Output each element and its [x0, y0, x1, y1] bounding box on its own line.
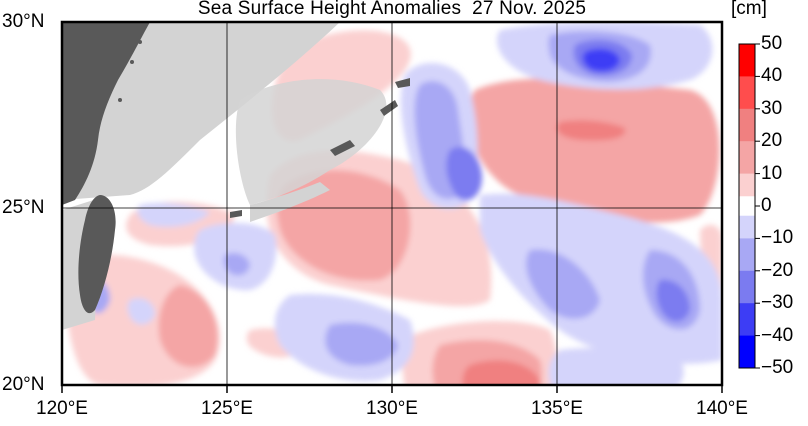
- lat-label-20n: 20°N: [2, 374, 45, 395]
- colorbar-label: −50: [761, 357, 794, 378]
- colorbar-label: −30: [761, 292, 794, 314]
- land-dark: [62, 22, 410, 314]
- colorbar-band: [739, 270, 755, 304]
- map-title: Sea Surface Height Anomalies 27 Nov. 202…: [197, 0, 587, 19]
- colorbar-band: [739, 44, 755, 77]
- lon-label-140e: 140°E: [696, 398, 748, 419]
- colorbar-label: −40: [761, 324, 794, 346]
- colorbar-label: 10: [761, 162, 783, 184]
- colorbar-band: [739, 303, 755, 337]
- colorbar-band: [739, 76, 755, 110]
- colorbar-band: [739, 108, 755, 142]
- map-ticks: [61, 385, 723, 393]
- colorbar-band: [739, 335, 755, 369]
- lon-label-120e: 120°E: [36, 398, 88, 419]
- lon-label-125e: 125°E: [201, 398, 253, 419]
- colorbar-band: [739, 238, 755, 272]
- colorbar-zero-band: [739, 196, 755, 216]
- map-grid: [62, 22, 722, 385]
- lat-label-30n: 30°N: [2, 11, 45, 32]
- colorbar-label: −10: [761, 227, 794, 249]
- colorbar-unit: [cm]: [731, 0, 767, 19]
- lon-label-130e: 130°E: [366, 398, 418, 419]
- colorbar-label: 0: [761, 195, 772, 216]
- lon-label-135e: 135°E: [531, 398, 583, 419]
- colorbar: [738, 43, 760, 369]
- colorbar-label: 30: [761, 97, 783, 119]
- colorbar-label: −20: [761, 259, 794, 281]
- colorbar-label: 40: [761, 65, 783, 87]
- lat-label-25n: 25°N: [2, 197, 45, 218]
- colorbar-band: [739, 141, 755, 175]
- colorbar-label: 20: [761, 130, 783, 152]
- colorbar-label: 50: [761, 33, 783, 54]
